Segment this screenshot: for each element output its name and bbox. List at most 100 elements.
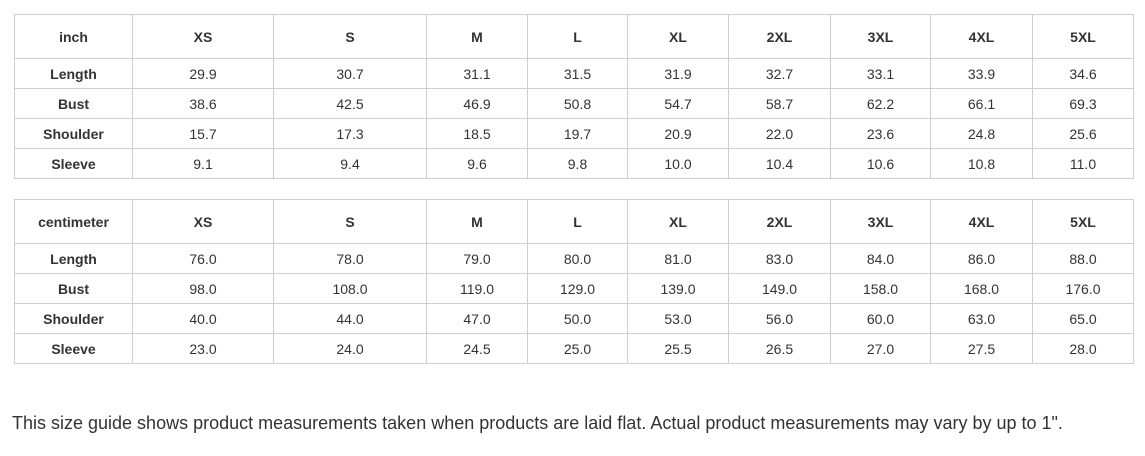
measurement-cell: 33.9 [930,58,1033,89]
measurement-cell: 54.7 [627,88,729,119]
measurement-cell: 38.6 [132,88,274,119]
measurement-cell: 33.1 [830,58,931,89]
measurement-row: Bust 38.6 42.5 46.9 50.8 54.7 58.7 62.2 66.1 69.3 [14,88,1134,119]
measurement-cell: 15.7 [132,118,274,149]
measurement-cell: 79.0 [426,243,528,274]
size-column-header: M [426,14,528,59]
measurement-cell: 60.0 [830,303,931,334]
measurement-cell: 11.0 [1032,148,1134,179]
size-table-header-row: centimeter XS S M L XL 2XL 3XL 4XL 5XL [14,199,1134,244]
measurement-cell: 10.6 [830,148,931,179]
size-guide-page: inch XS S M L XL 2XL 3XL 4XL 5XL Length 29.9 30.7 31… [12,14,1134,433]
size-column-header: 3XL [830,199,931,244]
measurement-cell: 65.0 [1032,303,1134,334]
measurement-cell: 47.0 [426,303,528,334]
measurement-cell: 25.5 [627,333,729,364]
measurement-cell: 98.0 [132,273,274,304]
measurement-cell: 19.7 [527,118,628,149]
size-column-header: 2XL [728,199,831,244]
measurement-row: Length 76.0 78.0 79.0 80.0 81.0 83.0 84.0 86.0 88… [14,243,1134,274]
measurement-row: Sleeve 9.1 9.4 9.6 9.8 10.0 10.4 10.6 10.8 11.0 [14,148,1134,179]
measurement-cell: 66.1 [930,88,1033,119]
measurement-cell: 10.4 [728,148,831,179]
size-column-header: 5XL [1032,199,1134,244]
measurement-cell: 53.0 [627,303,729,334]
measurement-cell: 24.5 [426,333,528,364]
size-column-header: L [527,199,628,244]
measurement-cell: 58.7 [728,88,831,119]
measurement-cell: 25.0 [527,333,628,364]
measurement-cell: 9.8 [527,148,628,179]
size-guide-disclaimer: This size guide shows product measuremen… [12,413,1063,433]
measurement-cell: 18.5 [426,118,528,149]
measurement-cell: 46.9 [426,88,528,119]
measurement-row: Bust 98.0 108.0 119.0 129.0 139.0 149.0 158.0 16… [14,273,1134,304]
size-column-header: 4XL [930,14,1033,59]
measurement-cell: 56.0 [728,303,831,334]
measurement-cell: 22.0 [728,118,831,149]
measurement-cell: 42.5 [273,88,427,119]
measurement-cell: 76.0 [132,243,274,274]
measurement-cell: 86.0 [930,243,1033,274]
measurement-cell: 83.0 [728,243,831,274]
measurement-cell: 10.8 [930,148,1033,179]
measurement-row: Shoulder 15.7 17.3 18.5 19.7 20.9 22.0 23.6 24.8… [14,118,1134,149]
row-label: Length [14,58,133,89]
measurement-cell: 9.1 [132,148,274,179]
measurement-cell: 108.0 [273,273,427,304]
measurement-cell: 88.0 [1032,243,1134,274]
size-column-header: XL [627,14,729,59]
size-column-header: 3XL [830,14,931,59]
measurement-cell: 50.8 [527,88,628,119]
measurement-cell: 63.0 [930,303,1033,334]
measurement-cell: 20.9 [627,118,729,149]
row-label: Length [14,243,133,274]
measurement-cell: 9.6 [426,148,528,179]
measurement-cell: 29.9 [132,58,274,89]
row-label: Sleeve [14,333,133,364]
measurement-cell: 10.0 [627,148,729,179]
measurement-cell: 69.3 [1032,88,1134,119]
measurement-cell: 31.9 [627,58,729,89]
measurement-cell: 139.0 [627,273,729,304]
measurement-cell: 168.0 [930,273,1033,304]
measurement-cell: 119.0 [426,273,528,304]
size-column-header: S [273,199,427,244]
row-label: Sleeve [14,148,133,179]
measurement-cell: 40.0 [132,303,274,334]
measurement-cell: 176.0 [1032,273,1134,304]
measurement-cell: 27.5 [930,333,1033,364]
size-table-header-row: inch XS S M L XL 2XL 3XL 4XL 5XL [14,14,1134,59]
measurement-cell: 44.0 [273,303,427,334]
size-column-header: XS [132,14,274,59]
measurement-cell: 24.0 [273,333,427,364]
row-label: Shoulder [14,303,133,334]
measurement-cell: 23.0 [132,333,274,364]
measurement-cell: 158.0 [830,273,931,304]
size-column-header: L [527,14,628,59]
measurement-row: Length 29.9 30.7 31.1 31.5 31.9 32.7 33.1 33.9 34… [14,58,1134,89]
size-column-header: M [426,199,528,244]
row-label: Shoulder [14,118,133,149]
size-column-header: S [273,14,427,59]
size-column-header: XL [627,199,729,244]
measurement-cell: 84.0 [830,243,931,274]
measurement-cell: 62.2 [830,88,931,119]
measurement-cell: 23.6 [830,118,931,149]
measurement-cell: 129.0 [527,273,628,304]
measurement-cell: 149.0 [728,273,831,304]
measurement-cell: 9.4 [273,148,427,179]
measurement-cell: 80.0 [527,243,628,274]
measurement-cell: 31.1 [426,58,528,89]
size-column-header: XS [132,199,274,244]
measurement-cell: 81.0 [627,243,729,274]
unit-header: centimeter [14,199,133,244]
size-column-header: 4XL [930,199,1033,244]
size-table-centimeter: centimeter XS S M L XL 2XL 3XL 4XL 5XL Length 76.0… [14,199,1134,364]
measurement-cell: 24.8 [930,118,1033,149]
row-label: Bust [14,88,133,119]
measurement-cell: 32.7 [728,58,831,89]
size-table-inch: inch XS S M L XL 2XL 3XL 4XL 5XL Length 29.9 30.7 31… [14,14,1134,179]
measurement-cell: 34.6 [1032,58,1134,89]
size-column-header: 5XL [1032,14,1134,59]
